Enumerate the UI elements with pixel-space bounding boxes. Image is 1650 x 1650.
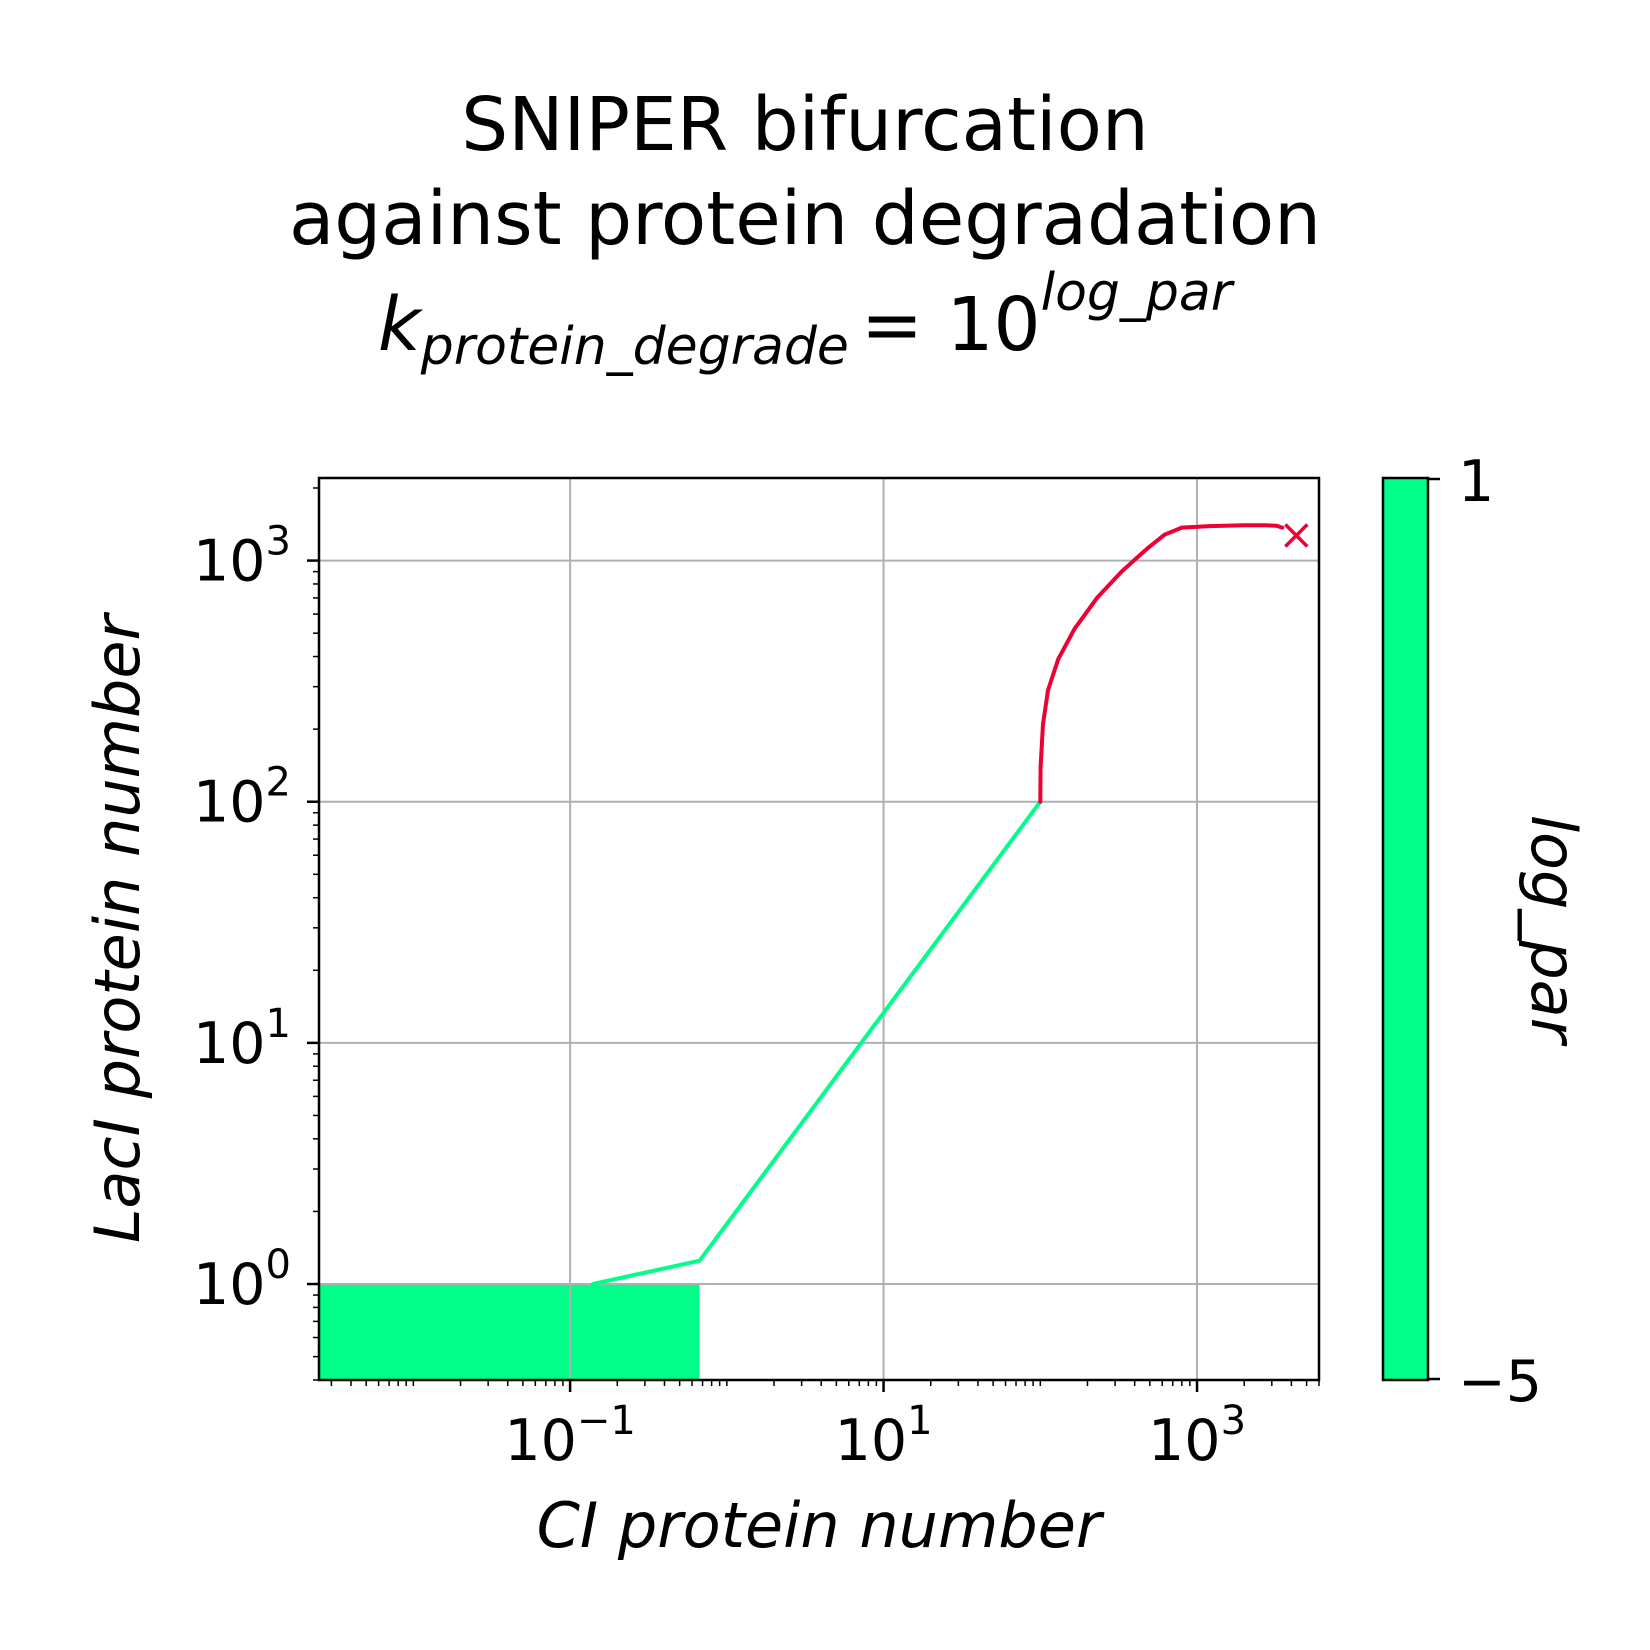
- colorbar-min-label: −5: [1458, 1349, 1542, 1415]
- stable-region: [319, 1284, 700, 1380]
- formula-equals: = 10: [861, 282, 1041, 368]
- chart-title-line-1: SNIPER bifurcation: [461, 82, 1149, 168]
- colorbar: [1381, 476, 1430, 1382]
- x-tick-base: 10: [504, 1408, 577, 1474]
- series-line-0: [591, 799, 1043, 1286]
- y-tick-base: 10: [193, 529, 266, 595]
- y-tick-label: 101: [193, 1001, 291, 1077]
- y-tick-label: 100: [193, 1242, 291, 1318]
- chart-title-formula: kprotein_degrade = 10log_par: [378, 263, 1236, 377]
- grid-lines: [319, 478, 1319, 1380]
- x-tick-base: 10: [1148, 1408, 1221, 1474]
- series-line-1: [1038, 523, 1285, 804]
- y-tick-base: 10: [193, 1252, 266, 1318]
- plot-area: [319, 523, 1309, 1380]
- y-tick-base: 10: [193, 770, 266, 836]
- formula-subscript: protein_degrade: [420, 317, 849, 377]
- formula-superscript: log_par: [1041, 263, 1236, 323]
- y-tick-label: 103: [193, 519, 291, 595]
- x-tick-label: 10−1: [504, 1398, 636, 1474]
- y-tick-base: 10: [193, 1011, 266, 1077]
- x-axis-ticks: 10−1 101 103: [504, 1380, 1246, 1474]
- y-tick-label: 102: [193, 760, 291, 836]
- y-tick-exponent: 1: [266, 1001, 291, 1047]
- y-tick-exponent: 0: [266, 1242, 291, 1288]
- x-tick-exponent: −1: [577, 1398, 636, 1444]
- chart-title-line-2: against protein degradation: [289, 176, 1321, 262]
- colorbar-max-label: 1: [1458, 449, 1494, 515]
- end-marker-x: [1284, 523, 1309, 548]
- y-axis-label: LacI protein number: [81, 611, 154, 1243]
- x-tick-label: 103: [1148, 1398, 1246, 1474]
- x-tick-label: 101: [835, 1398, 933, 1474]
- formula-k: k: [378, 282, 424, 368]
- colorbar-label: log_par: [1517, 815, 1590, 1047]
- minor-ticks: [313, 487, 1320, 1386]
- x-tick-base: 10: [835, 1408, 908, 1474]
- y-tick-exponent: 3: [266, 519, 291, 565]
- x-tick-exponent: 1: [907, 1398, 932, 1444]
- x-axis-label: CI protein number: [537, 1489, 1105, 1562]
- y-tick-exponent: 2: [266, 760, 291, 806]
- x-tick-exponent: 3: [1221, 1398, 1246, 1444]
- plot-frame: [317, 476, 1321, 1382]
